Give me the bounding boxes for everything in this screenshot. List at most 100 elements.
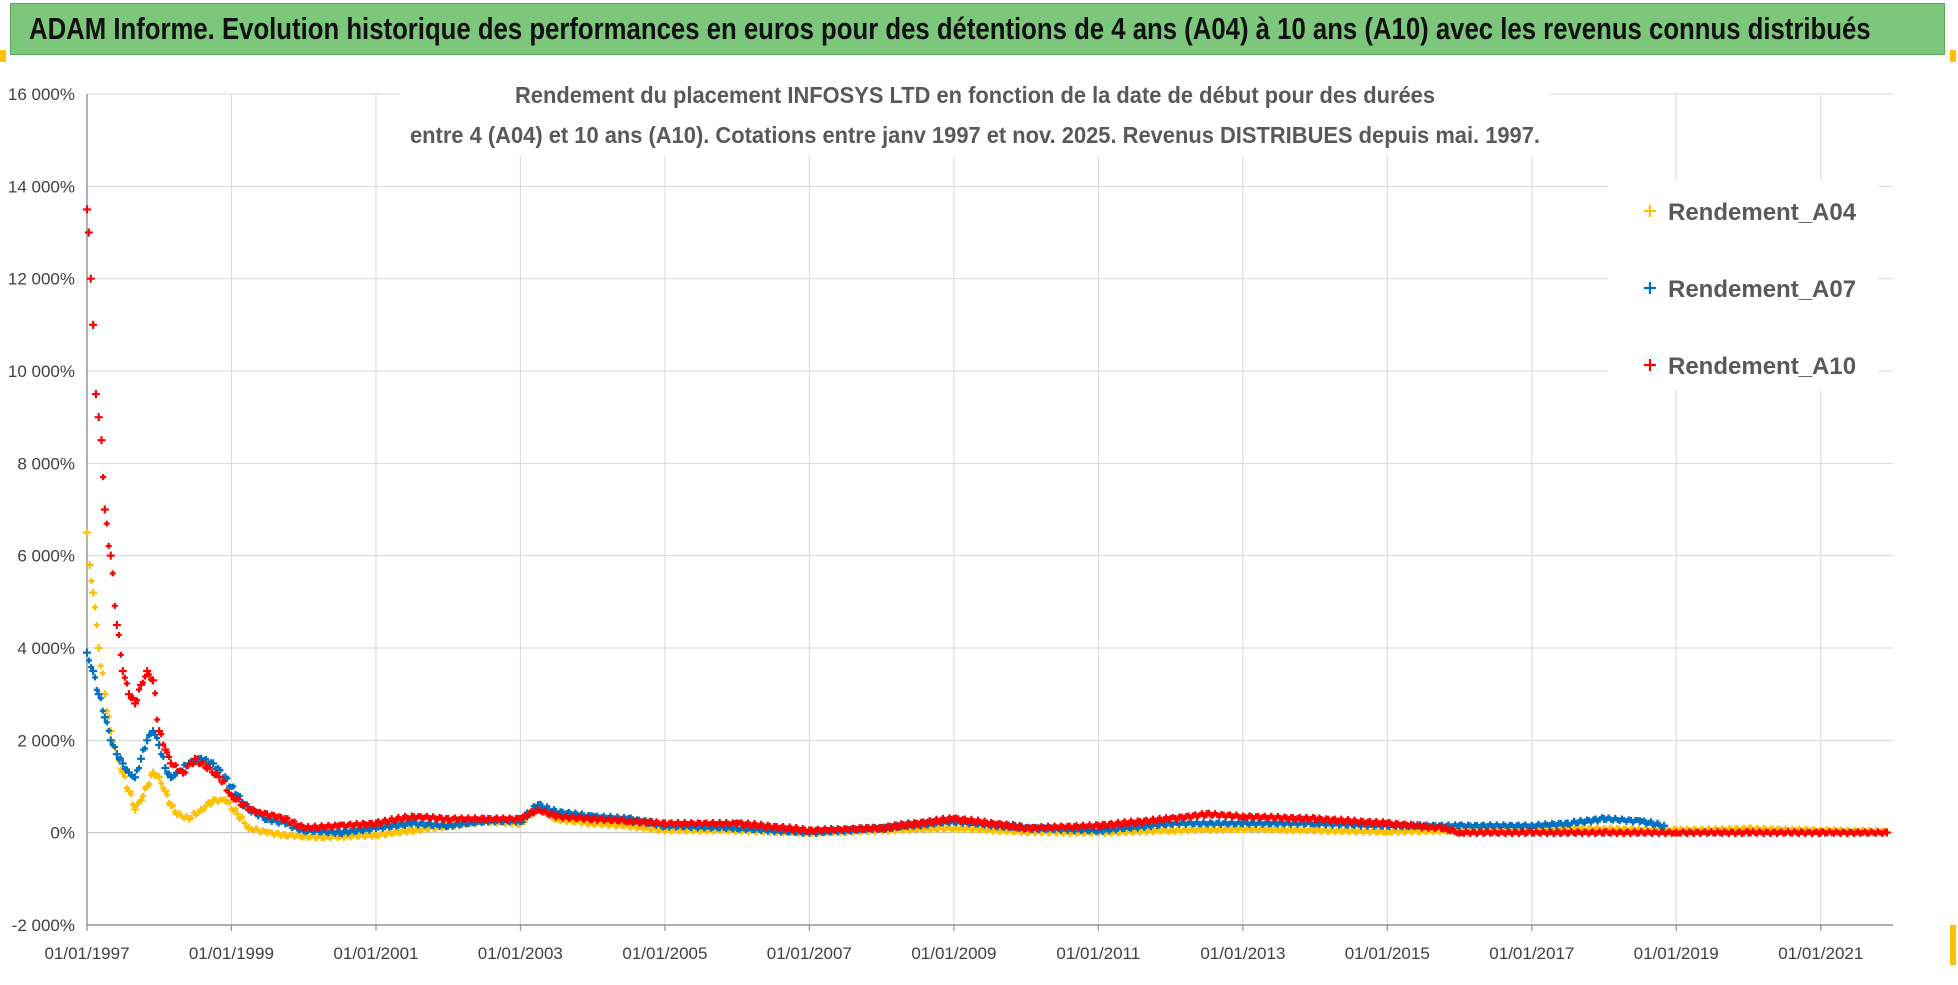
trend-marker [164, 749, 171, 756]
trend-marker [154, 735, 161, 742]
trend-marker [171, 808, 178, 815]
trend-marker [291, 818, 298, 825]
trend-marker [544, 803, 551, 810]
legend-marker-Rendement_A07 [1644, 282, 1656, 294]
x-tick-label: 01/01/2021 [1778, 944, 1863, 963]
trend-marker [898, 820, 905, 827]
trend-marker [915, 822, 922, 829]
trend-marker [207, 759, 214, 766]
trend-marker [565, 808, 572, 815]
trend-marker [194, 755, 201, 762]
trend-marker [1658, 823, 1665, 830]
trend-marker [142, 745, 149, 752]
trend-marker [241, 819, 248, 826]
trend-marker [1641, 817, 1648, 824]
data-point [89, 667, 98, 676]
trend-marker [160, 785, 167, 792]
trend-marker [410, 828, 417, 835]
x-tick-label: 01/01/2013 [1200, 944, 1285, 963]
y-tick-label: 0% [50, 824, 75, 843]
trend-marker [195, 808, 202, 815]
trend-marker [1097, 824, 1104, 831]
trend-marker [224, 775, 231, 782]
legend-label-Rendement_A07: Rendement_A07 [1668, 276, 1856, 303]
trend-marker [880, 827, 887, 834]
y-tick-labels: -2 000% 0% 2 000% 4 000% 6 000% 8 000% 10 000%… [8, 85, 75, 935]
data-point [112, 750, 121, 759]
data-point [83, 648, 91, 657]
trend-marker [404, 829, 411, 836]
banner-title: ADAM Informe. Evolution historique des p… [29, 11, 1871, 46]
trend-marker [206, 764, 213, 771]
data-point [89, 588, 98, 597]
trend-marker [154, 716, 161, 723]
trend-marker [97, 662, 104, 669]
trend-marker [1575, 820, 1582, 827]
y-tick-label: 14 000% [8, 177, 75, 196]
trend-marker [1163, 822, 1170, 829]
y-tick-label: 8 000% [17, 454, 75, 473]
data-point [100, 505, 109, 514]
x-tick-label: 01/01/1997 [44, 944, 129, 963]
trend-marker [745, 819, 752, 826]
trend-marker [99, 707, 106, 714]
trend-marker [188, 815, 195, 822]
trend-marker [189, 761, 196, 768]
trend-marker [1114, 818, 1121, 825]
trend-marker [1165, 828, 1172, 835]
trend-marker [105, 542, 112, 549]
trend-marker [140, 792, 147, 799]
trend-marker [738, 819, 745, 826]
trend-marker [762, 825, 769, 832]
trend-marker [166, 753, 173, 760]
trend-marker [182, 769, 189, 776]
data-point [85, 560, 94, 569]
trend-marker [1093, 828, 1100, 835]
trend-marker [948, 826, 955, 833]
data-point [106, 551, 115, 560]
trend-marker [1149, 815, 1156, 822]
y-tick-label: 10 000% [8, 362, 75, 381]
trend-marker [97, 695, 104, 702]
trend-marker [109, 570, 116, 577]
trend-marker [160, 741, 167, 748]
legend: Rendement_A04 Rendement_A07 Rendement_A10 [1608, 180, 1878, 390]
trend-marker [1449, 826, 1456, 833]
trend-marker [148, 676, 155, 683]
trend-marker [111, 602, 118, 609]
trend-marker [397, 830, 404, 837]
trend-marker [271, 811, 278, 818]
trend-marker [298, 821, 305, 828]
trend-marker [103, 719, 110, 726]
trend-marker [158, 780, 165, 787]
trend-marker [235, 796, 242, 803]
legend-label-Rendement_A04: Rendement_A04 [1668, 199, 1857, 226]
y-tick-label: -2 000% [12, 916, 75, 935]
trend-marker [375, 818, 382, 825]
y-tick-label: 16 000% [8, 85, 75, 104]
trend-marker [1331, 815, 1338, 822]
x-tick-label: 01/01/2001 [333, 944, 418, 963]
trend-marker [136, 686, 143, 693]
trend-marker [1436, 823, 1443, 830]
trend-marker [399, 816, 406, 823]
trend-marker [142, 785, 149, 792]
x-tick-label: 01/01/2005 [622, 944, 707, 963]
trend-marker [1338, 815, 1345, 822]
trend-marker [334, 822, 341, 829]
data-point [83, 528, 91, 537]
trend-marker [786, 823, 793, 830]
trend-marker [99, 670, 106, 677]
data-point [118, 759, 127, 768]
trend-marker [478, 814, 485, 821]
trend-marker [219, 796, 226, 803]
trend-marker [1237, 820, 1244, 827]
data-point [136, 754, 145, 763]
trend-marker [232, 790, 239, 797]
trend-marker [158, 731, 165, 738]
trend-marker [230, 783, 237, 790]
trend-marker [1309, 814, 1316, 821]
trend-marker [1160, 817, 1167, 824]
trend-marker [1099, 829, 1106, 836]
trend-marker [334, 834, 341, 841]
